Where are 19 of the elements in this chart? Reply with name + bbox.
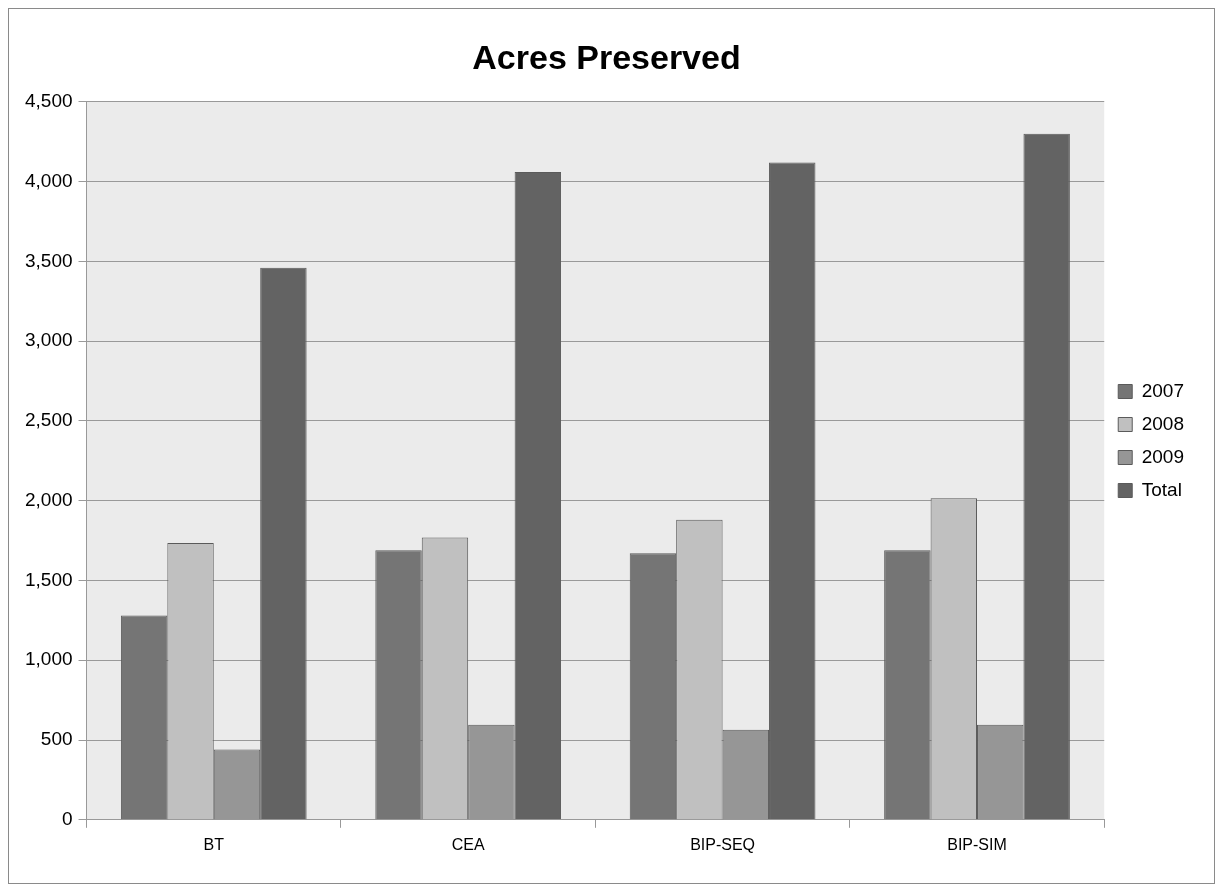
x-tick-label: BIP-SIM: [947, 835, 1007, 853]
y-tick-label: 0: [61, 808, 73, 830]
legend-label: 2008: [1141, 412, 1185, 434]
y-tick-label: 1,500: [25, 568, 73, 590]
x-tick-label: BIP-SEQ: [690, 835, 756, 853]
y-tick-label: 500: [40, 728, 73, 750]
y-tick-label: 4,500: [25, 90, 73, 112]
legend-label: 2007: [1141, 379, 1185, 401]
y-tick-label: 3,000: [25, 329, 73, 351]
legend-label: Total: [1141, 478, 1182, 500]
legend-label: 2009: [1141, 445, 1185, 467]
x-tick-label: CEA: [451, 835, 485, 853]
y-tick-label: 2,000: [25, 488, 73, 510]
y-tick-label: 1,000: [25, 648, 73, 670]
y-tick-label: 4,000: [25, 169, 73, 191]
chart-title: Acres Preserved: [472, 37, 741, 76]
y-tick-label: 2,500: [25, 409, 73, 431]
x-tick-label: BT: [203, 835, 225, 853]
y-tick-label: 3,500: [25, 249, 73, 271]
